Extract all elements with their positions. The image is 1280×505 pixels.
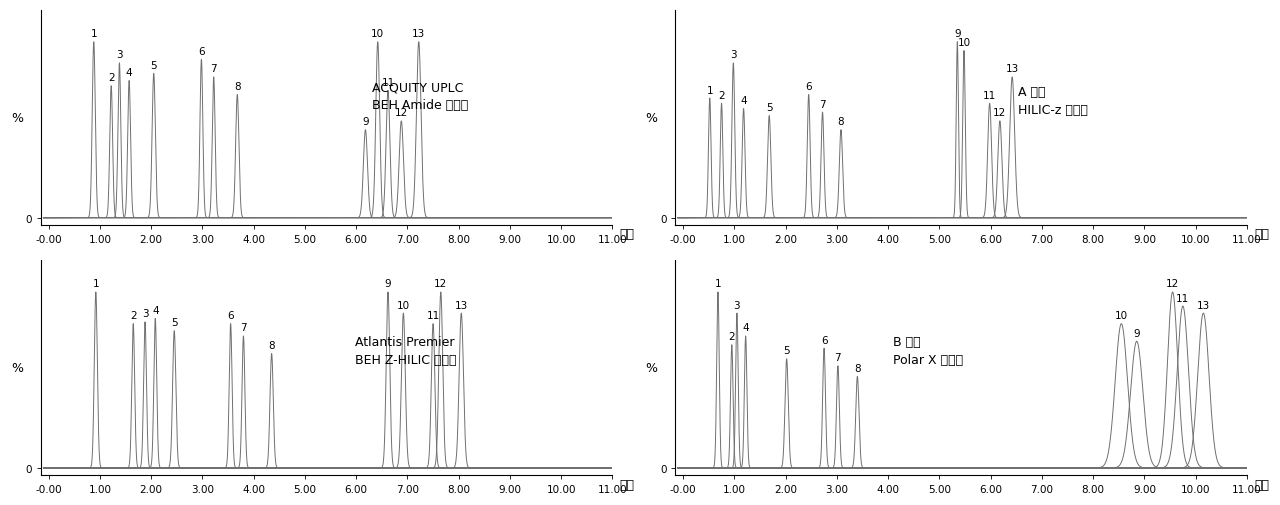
Text: 5: 5: [151, 61, 157, 71]
Y-axis label: %: %: [645, 112, 658, 125]
Text: A 社製
HILIC-z カラム: A 社製 HILIC-z カラム: [1019, 85, 1088, 117]
Text: 12: 12: [1166, 279, 1179, 289]
Text: 11: 11: [381, 78, 394, 88]
Text: 7: 7: [210, 64, 218, 74]
Text: 7: 7: [835, 352, 841, 363]
Text: 8: 8: [837, 117, 845, 127]
Text: 2: 2: [131, 311, 137, 321]
Text: 10: 10: [397, 300, 410, 310]
Text: 1: 1: [714, 279, 721, 289]
Text: 6: 6: [820, 335, 827, 345]
Text: 1: 1: [92, 279, 99, 289]
Text: 5: 5: [172, 318, 178, 328]
Text: 6: 6: [228, 311, 234, 321]
Text: B 社製
Polar X カラム: B 社製 Polar X カラム: [892, 335, 963, 366]
Text: 10: 10: [371, 29, 384, 39]
Text: 9: 9: [954, 29, 961, 39]
Text: 12: 12: [434, 279, 448, 289]
Text: 13: 13: [412, 29, 425, 39]
Text: Atlantis Premier
BEH Z-HILIC カラム: Atlantis Premier BEH Z-HILIC カラム: [356, 335, 457, 366]
Y-axis label: %: %: [12, 362, 23, 374]
Text: 6: 6: [198, 47, 205, 57]
Text: 13: 13: [454, 300, 468, 310]
Text: 5: 5: [765, 103, 773, 113]
Text: 8: 8: [269, 340, 275, 350]
Text: 3: 3: [733, 300, 740, 310]
Y-axis label: %: %: [645, 362, 658, 374]
Text: 時間: 時間: [1254, 478, 1268, 491]
Text: 7: 7: [819, 99, 826, 110]
Text: 10: 10: [957, 38, 970, 48]
Text: 2: 2: [108, 73, 114, 83]
Text: 3: 3: [142, 309, 148, 319]
Text: 時間: 時間: [1254, 228, 1268, 241]
Text: 12: 12: [394, 108, 408, 118]
Text: 4: 4: [740, 96, 748, 106]
Text: 8: 8: [234, 82, 241, 92]
Text: 11: 11: [983, 90, 996, 100]
Text: 11: 11: [1176, 293, 1189, 303]
Text: 11: 11: [426, 311, 440, 321]
Y-axis label: %: %: [12, 112, 23, 125]
Text: 8: 8: [854, 363, 860, 373]
Text: 5: 5: [783, 345, 790, 356]
Text: 3: 3: [116, 50, 123, 60]
Text: 時間: 時間: [620, 228, 635, 241]
Text: 1: 1: [91, 29, 97, 39]
Text: 4: 4: [152, 305, 159, 315]
Text: ACQUITY UPLC
BEH Amide カラム: ACQUITY UPLC BEH Amide カラム: [372, 81, 468, 112]
Text: 4: 4: [742, 323, 749, 333]
Text: 4: 4: [125, 68, 132, 78]
Text: 6: 6: [805, 82, 812, 92]
Text: 9: 9: [362, 117, 369, 127]
Text: 7: 7: [241, 323, 247, 333]
Text: 3: 3: [730, 50, 737, 60]
Text: 12: 12: [993, 108, 1006, 118]
Text: 13: 13: [1006, 64, 1019, 74]
Text: 2: 2: [718, 90, 724, 100]
Text: 時間: 時間: [620, 478, 635, 491]
Text: 2: 2: [728, 332, 735, 341]
Text: 13: 13: [1197, 300, 1210, 310]
Text: 1: 1: [707, 85, 713, 95]
Text: 9: 9: [385, 279, 392, 289]
Text: 10: 10: [1115, 311, 1128, 321]
Text: 9: 9: [1133, 328, 1140, 338]
